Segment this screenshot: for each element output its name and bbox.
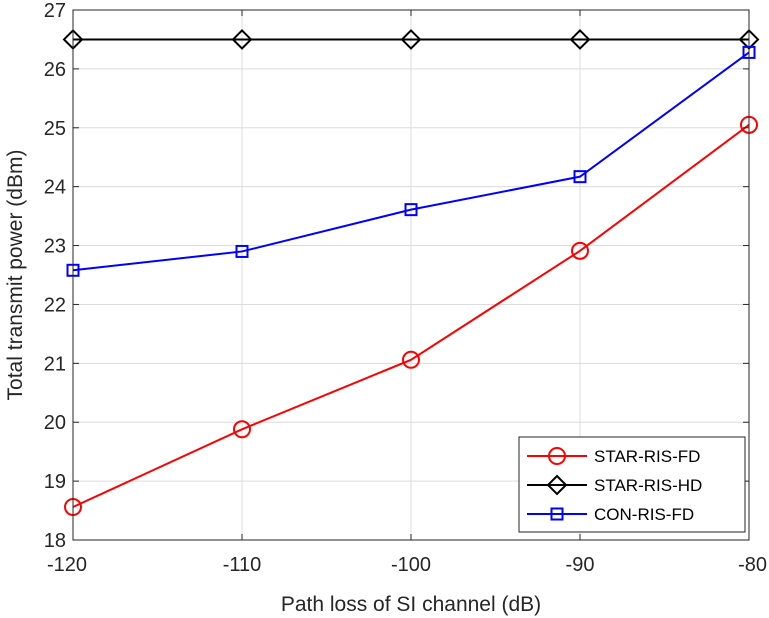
data-point-con-ris-fd [573, 170, 587, 184]
data-point-con-ris-fd [235, 244, 249, 258]
legend-label-con-ris-fd: CON-RIS-FD [594, 505, 694, 524]
y-tick-label: 27 [44, 0, 66, 22]
data-point-star-ris-hd [400, 29, 422, 50]
y-tick-label: 22 [44, 294, 66, 316]
y-tick-label: 24 [44, 177, 66, 199]
y-tick-label: 20 [44, 412, 66, 434]
data-point-star-ris-fd [233, 420, 251, 439]
x-tick-label: -110 [223, 554, 262, 576]
data-point-star-ris-hd [569, 29, 591, 50]
legend-entry-con-ris-fd: CON-RIS-FD [527, 505, 694, 524]
y-tick-label: 25 [44, 118, 66, 140]
y-tick-label: 19 [44, 471, 66, 493]
y-tick-label: 26 [44, 59, 66, 81]
series-line-con-ris-fd [72, 51, 750, 272]
x-tick-label: -90 [566, 554, 595, 576]
y-tick-label: 18 [44, 530, 66, 552]
legend-label-star-ris-fd: STAR-RIS-FD [594, 447, 700, 466]
legend-entry-star-ris-hd: STAR-RIS-HD [527, 474, 702, 496]
x-tick-label: -120 [47, 554, 87, 576]
tick-labels: -120 -110 -100 -90 -80 18 19 20 21 22 23 24 25 26 27 [44, 0, 767, 576]
data-point-star-ris-fd [571, 241, 589, 260]
legend-marker-star-ris-fd [548, 447, 566, 465]
legend-entry-star-ris-fd: STAR-RIS-FD [527, 447, 700, 466]
y-axis-label: Total transmit power (dBm) [4, 150, 27, 401]
y-tick-label: 23 [44, 236, 66, 258]
data-point-star-ris-hd [231, 29, 253, 50]
x-tick-label: -100 [391, 554, 431, 576]
legend-marker-con-ris-fd [550, 507, 564, 521]
series-line-star-ris-fd [72, 124, 750, 508]
legend-label-star-ris-hd: STAR-RIS-HD [594, 476, 702, 495]
x-axis-label: Path loss of SI channel (dB) [281, 593, 541, 616]
y-tick-label: 21 [44, 353, 66, 375]
legend: STAR-RIS-FD STAR-RIS-HD CON-RIS-FD [518, 436, 746, 533]
data-point-con-ris-fd [404, 203, 418, 217]
data-point-star-ris-fd [402, 350, 420, 369]
x-tick-label: -80 [738, 554, 767, 576]
legend-marker-star-ris-hd [546, 474, 568, 496]
